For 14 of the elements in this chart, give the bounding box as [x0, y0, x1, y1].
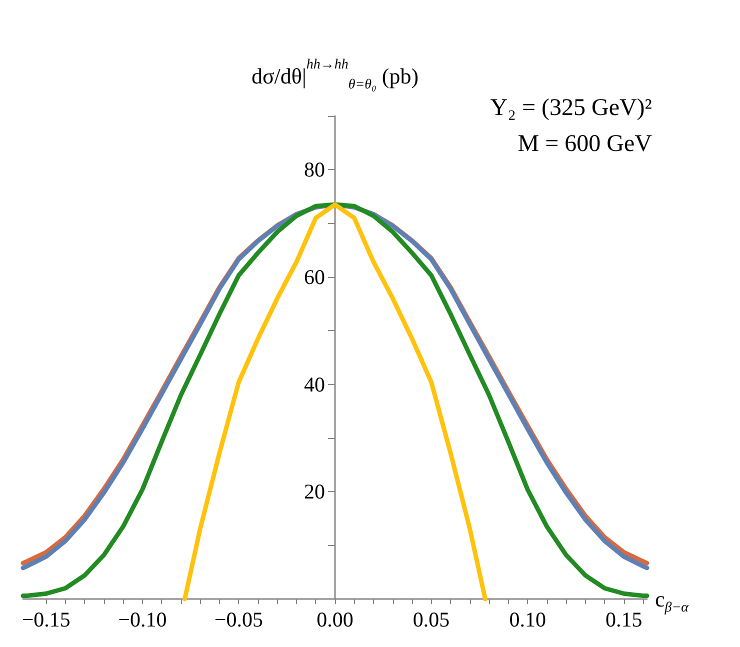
- x-tick-label: 0.15: [606, 608, 642, 632]
- x-tick-label: −0.15: [22, 608, 70, 632]
- y-tick-label: 60: [304, 265, 325, 289]
- annotation: M = 600 GeV: [518, 131, 653, 157]
- x-tick-label: 0.00: [316, 608, 354, 632]
- y-tick-label: 20: [304, 480, 325, 504]
- x-tick-label: −0.05: [214, 608, 263, 632]
- x-tick-label: 0.10: [509, 608, 546, 632]
- y-tick-label: 80: [304, 158, 325, 182]
- line-series: [182, 202, 488, 602]
- x-tick-label: −0.10: [118, 608, 167, 632]
- x-tick-label: 0.05: [412, 608, 450, 632]
- annotation: Y₂ = (325 GeV)²: [490, 95, 652, 121]
- y-tick-label: 40: [304, 372, 325, 396]
